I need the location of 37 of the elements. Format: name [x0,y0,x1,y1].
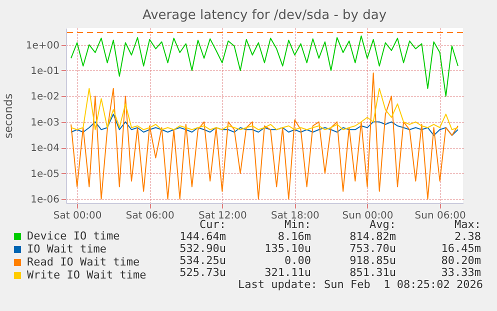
text: 918.85u [348,254,396,267]
x-tick-label: Sat 06:00 [126,210,174,222]
text: 16.45m [440,242,481,255]
y-tick-label: 1e-01 [30,66,60,77]
y-tick-label: 1e-06 [30,194,60,206]
y-tick-label: 1e-03 [30,117,60,128]
line-series [70,35,458,97]
legend-label: Write IO Wait time [27,268,146,282]
text: 2.38 [454,230,481,243]
text: 8.16m [276,230,311,243]
text: 532.90u [178,242,226,255]
text: 144.64m [178,230,226,243]
line-series [70,72,458,200]
chart-title: Average latency for /dev/sda - by day [142,8,387,23]
legend-label: IO Wait time [27,242,106,256]
text: 534.25u [178,254,226,267]
text: 814.82m [348,230,396,243]
text: 321.11u [264,266,311,279]
text: 80.20m [440,254,481,267]
legend-label: Read IO Wait time [27,256,140,268]
y-tick-label: 1e-05 [30,168,60,180]
text: 135.10u [264,242,311,255]
text: 33.33m [440,266,481,279]
text: 851.31u [348,266,396,279]
line-series [70,88,458,130]
x-tick-label: Sat 00:00 [53,210,102,222]
text: 753.70u [348,242,396,255]
text: Min: [284,218,311,231]
y-tick-label: 1e-02 [30,92,60,103]
text: 0.00 [284,254,311,267]
text: 525.73u [180,266,226,279]
y-tick-label: 1e-04 [30,143,60,154]
legend-label: Device IO time [27,230,120,242]
line-series [70,114,458,136]
y-axis-title: seconds [2,93,15,138]
text: Last update: Sun Feb 1 08:25:02 2026 [238,278,483,291]
y-tick-label: 1e+00 [26,40,60,52]
